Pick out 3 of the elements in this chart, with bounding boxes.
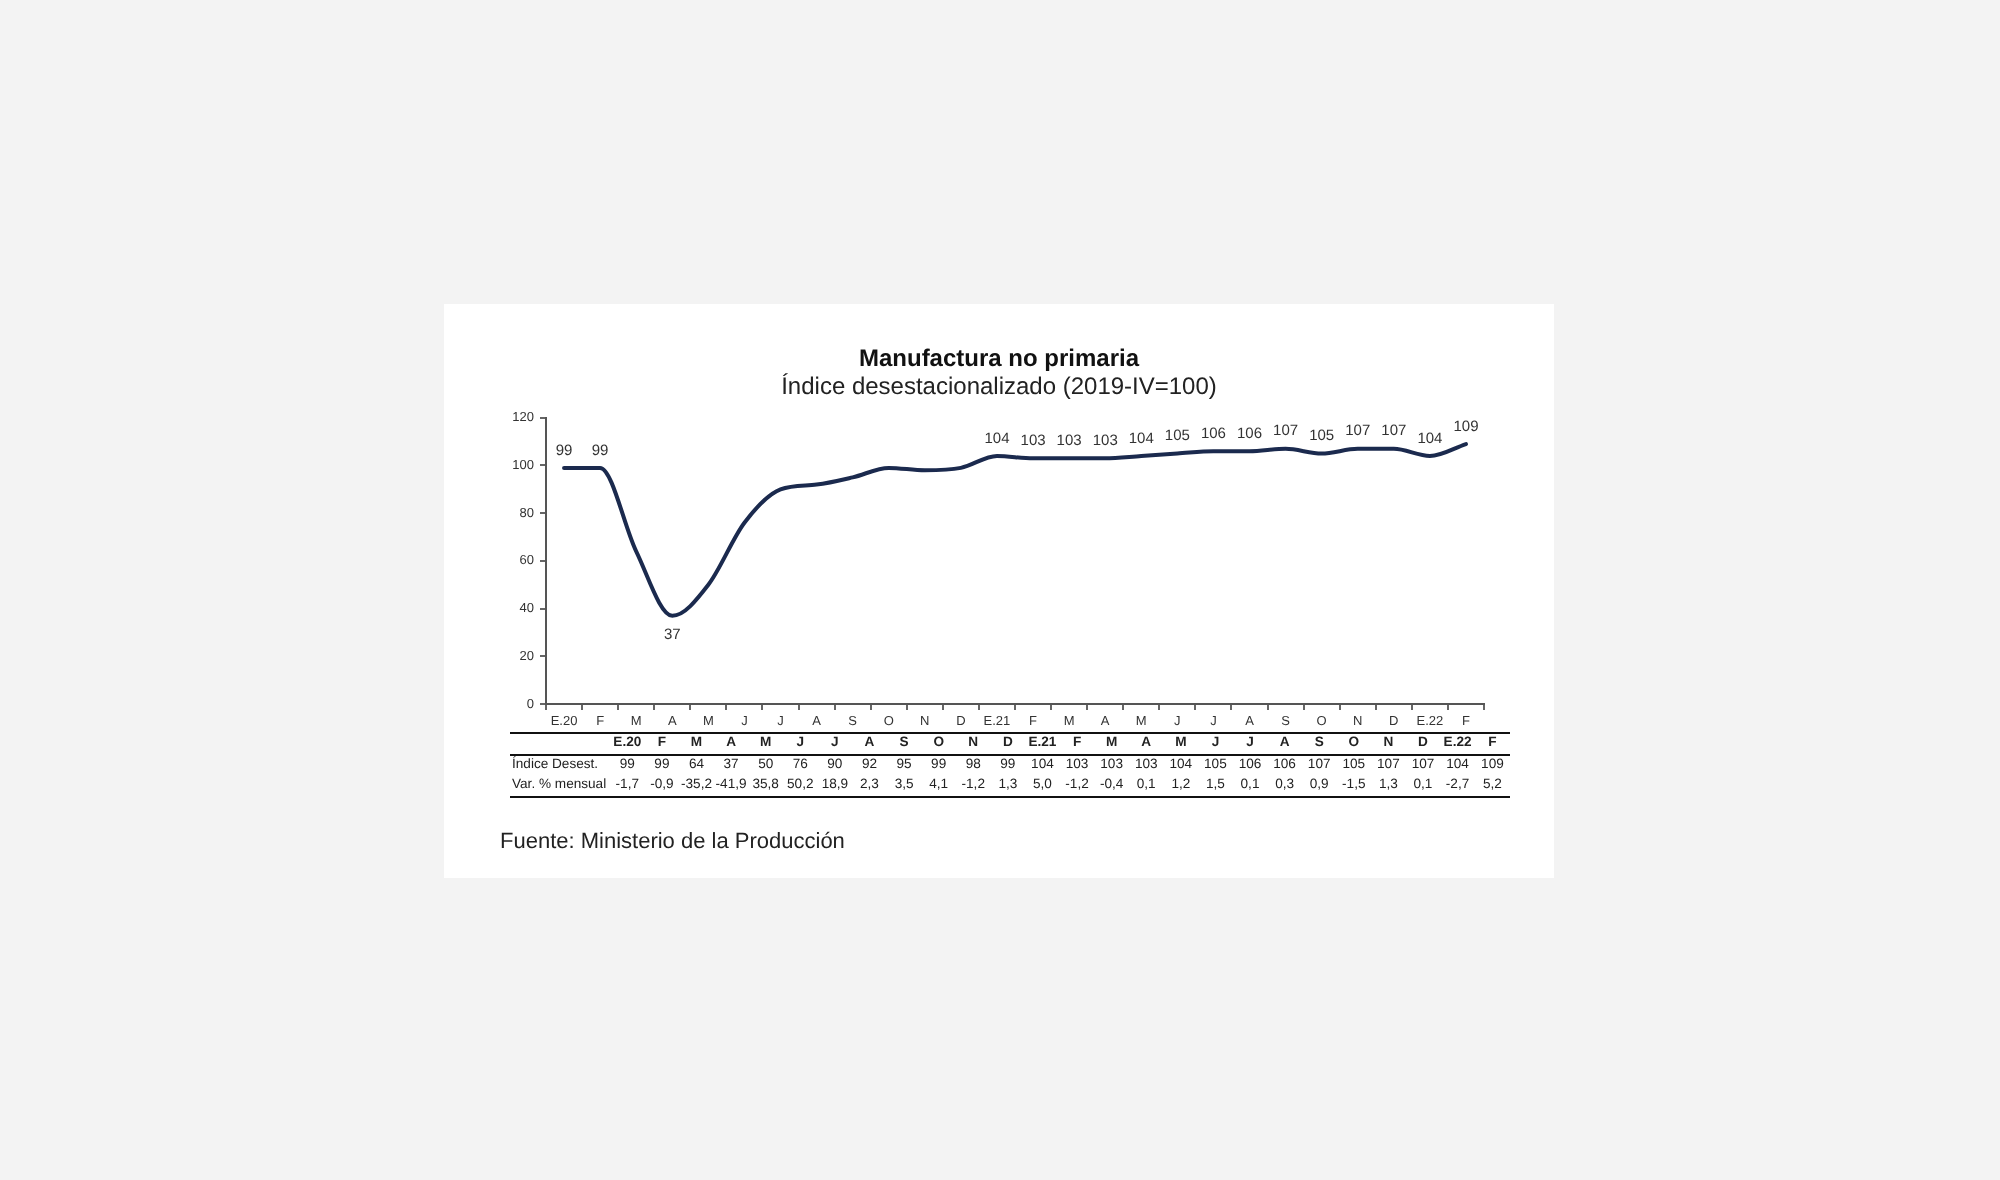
- chart-title: Manufactura no primaria: [856, 344, 1142, 372]
- chart-subtitle: Índice desestacionalizado (2019-IV=100): [779, 372, 1219, 400]
- source-note: Fuente: Ministerio de la Producción: [500, 828, 845, 856]
